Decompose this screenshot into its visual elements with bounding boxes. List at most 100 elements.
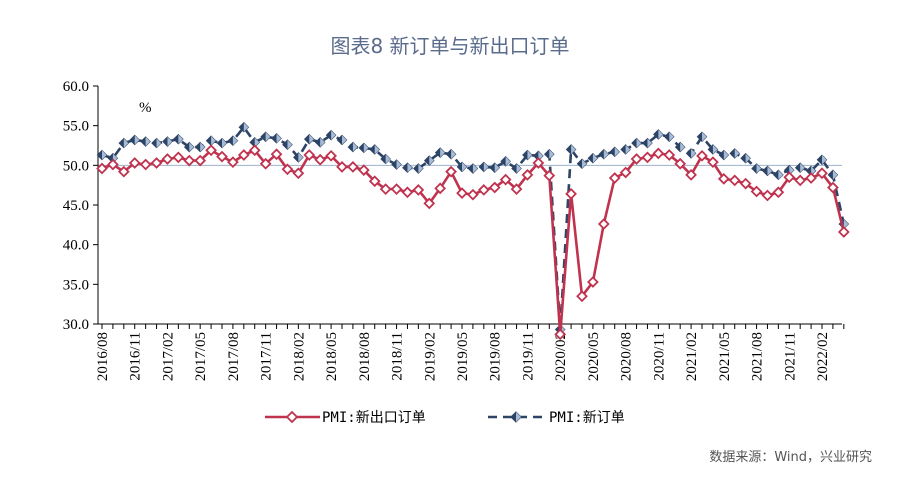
data-point-highlight: [123, 138, 129, 148]
x-tick-label: 2021/08: [750, 332, 766, 381]
data-point: [336, 161, 348, 173]
data-point-highlight: [189, 142, 194, 152]
data-point: [467, 188, 479, 201]
data-point: [707, 156, 719, 169]
data-point-highlight: [342, 135, 347, 145]
data-point-highlight: [462, 162, 467, 172]
data-point-highlight: [669, 132, 674, 142]
data-point-highlight: [145, 136, 151, 147]
legend-marker-highlight: [516, 412, 521, 422]
data-point: [641, 151, 654, 164]
x-tick-label: 2017/05: [193, 332, 209, 381]
data-point: [96, 162, 108, 175]
data-point-highlight: [352, 142, 358, 152]
data-point: [630, 153, 643, 165]
x-tick-label: 2021/11: [782, 332, 798, 381]
data-point: [543, 169, 556, 182]
data-point-highlight: [385, 154, 391, 164]
data-point: [597, 218, 610, 230]
data-point: [128, 157, 141, 169]
data-point-highlight: [505, 156, 511, 166]
data-point-highlight: [549, 149, 554, 159]
data-point-highlight: [712, 144, 718, 155]
data-point: [270, 148, 283, 161]
data-point: [368, 175, 381, 188]
data-point: [488, 181, 501, 194]
data-point: [357, 164, 370, 176]
data-point: [423, 197, 436, 210]
data-point-highlight: [647, 138, 653, 148]
data-point: [696, 149, 708, 162]
data-point-highlight: [320, 137, 325, 147]
data-point: [390, 183, 403, 196]
data-point: [216, 150, 228, 163]
data-point: [150, 157, 163, 169]
data-point: [521, 168, 534, 181]
data-point: [652, 147, 665, 160]
data-point: [739, 177, 752, 190]
data-point: [292, 167, 305, 180]
data-point-highlight: [516, 163, 522, 174]
x-tick-label: 2020/02: [553, 332, 569, 381]
data-point: [554, 328, 567, 341]
x-tick-label: 2017/08: [226, 332, 242, 381]
data-point-highlight: [243, 122, 249, 132]
data-point-highlight: [429, 155, 434, 166]
data-point-highlight: [298, 152, 303, 162]
data-point: [237, 149, 250, 161]
x-tick-label: 2018/05: [324, 332, 340, 381]
data-point: [314, 153, 327, 166]
chart-title: 图表8 新订单与新出口订单: [330, 34, 570, 58]
x-tick-label: 2020/08: [619, 332, 635, 381]
data-point-highlight: [178, 134, 183, 144]
legend-marker-new-export-orders: [285, 410, 299, 424]
data-point-highlight: [167, 136, 173, 147]
data-point-highlight: [527, 150, 533, 160]
data-point-highlight: [440, 148, 445, 158]
data-point-highlight: [374, 144, 380, 155]
data-point-highlight: [483, 162, 489, 172]
data-point-highlight: [658, 129, 663, 139]
data-point-highlight: [811, 166, 816, 176]
data-point: [172, 151, 185, 164]
data-point: [281, 163, 294, 176]
legend-label-new-orders: PMI:新订单: [549, 410, 625, 426]
y-tick-label: 60.0: [63, 79, 89, 95]
data-point: [303, 149, 316, 161]
data-point: [794, 174, 807, 187]
data-point-highlight: [723, 150, 729, 160]
x-tick-label: 2020/05: [586, 332, 602, 381]
x-tick-label: 2019/08: [488, 332, 504, 381]
x-tick-label: 2021/05: [717, 332, 733, 381]
data-point-highlight: [134, 135, 140, 145]
x-tick-label: 2019/05: [455, 332, 471, 381]
chart-legend: PMI:新出口订单 PMI:新订单: [265, 410, 625, 426]
data-point-highlight: [211, 136, 216, 146]
data-point: [107, 158, 119, 171]
data-point-highlight: [756, 163, 762, 174]
data-point-highlight: [822, 155, 827, 165]
data-point-highlight: [582, 159, 587, 169]
data-point-highlight: [691, 148, 696, 159]
data-point: [837, 226, 850, 238]
data-point: [805, 172, 817, 184]
data-point-highlight: [156, 138, 162, 148]
y-tick-label: 45.0: [63, 198, 89, 214]
data-point-highlight: [102, 150, 107, 160]
data-point: [576, 290, 588, 303]
data-point: [117, 165, 130, 178]
data-point-highlight: [680, 142, 685, 152]
data-point-highlight: [603, 149, 609, 159]
x-tick-label: 2018/11: [390, 332, 406, 381]
data-point: [445, 165, 457, 178]
x-tick-label: 2018/08: [357, 332, 373, 381]
data-point-highlight: [800, 163, 805, 173]
data-point: [783, 171, 796, 184]
data-source-note: 数据来源：Wind，兴业研究: [709, 450, 872, 465]
data-point-highlight: [331, 130, 336, 140]
x-tick-label: 2019/02: [422, 332, 438, 381]
data-point: [728, 174, 741, 187]
data-point: [139, 158, 152, 171]
data-point: [227, 156, 239, 169]
